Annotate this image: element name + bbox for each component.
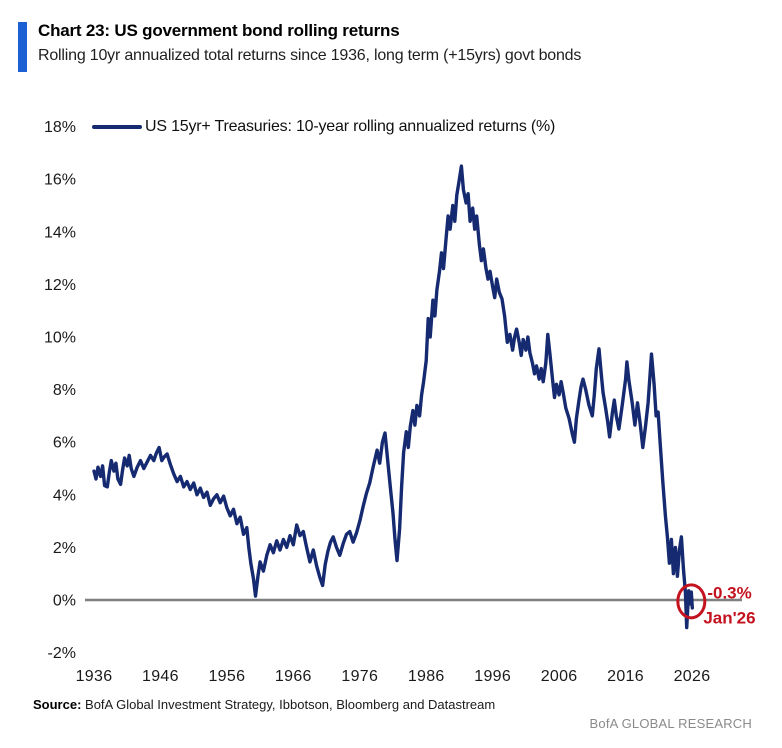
y-axis-tick-label: 10% [44, 330, 76, 347]
y-axis-tick-label: 14% [44, 224, 76, 241]
x-axis-tick-label: 1976 [341, 668, 378, 685]
brand-text: BofA GLOBAL RESEARCH [589, 716, 752, 731]
source-text: BofA Global Investment Strategy, Ibbotso… [81, 697, 496, 712]
x-axis-tick-label: 1946 [142, 668, 179, 685]
chart-title: Chart 23: US government bond rolling ret… [38, 21, 400, 40]
accent-bar [18, 22, 27, 72]
x-axis-tick-label: 2016 [607, 668, 644, 685]
y-axis-tick-label: 0% [53, 593, 76, 610]
y-axis-tick-label: 8% [53, 382, 76, 399]
y-axis-tick-label: 4% [53, 487, 76, 504]
y-axis-tick-label: 12% [44, 277, 76, 294]
y-axis-tick-label: 6% [53, 435, 76, 452]
annotation-value-label: -0.3% [707, 583, 751, 602]
annotation-circle [676, 583, 707, 620]
chart-subtitle: Rolling 10yr annualized total returns si… [38, 47, 582, 64]
x-axis-tick-label: 2026 [674, 668, 711, 685]
y-axis-tick-label: 2% [53, 540, 76, 557]
series-line [92, 164, 694, 630]
source-label: Source: [33, 697, 82, 712]
x-axis-tick-label: 1986 [408, 668, 445, 685]
x-axis-tick-label: 1936 [76, 668, 113, 685]
x-axis-tick-label: 1966 [275, 668, 312, 685]
x-axis-tick-label: 2006 [541, 668, 578, 685]
legend: US 15yr+ Treasuries: 10-year rolling ann… [92, 118, 555, 136]
annotation-date-label: Jan'26 [703, 608, 755, 627]
x-axis-tick-label: 1996 [474, 668, 511, 685]
x-axis-tick-label: 1956 [208, 668, 245, 685]
y-axis-tick-label: 16% [44, 172, 76, 189]
legend-line-marker [92, 124, 142, 130]
y-axis-tick-label: -2% [48, 645, 76, 662]
y-axis-tick-label: 18% [44, 119, 76, 136]
legend-label: US 15yr+ Treasuries: 10-year rolling ann… [145, 118, 556, 135]
source-line: Source: BofA Global Investment Strategy,… [33, 697, 495, 712]
